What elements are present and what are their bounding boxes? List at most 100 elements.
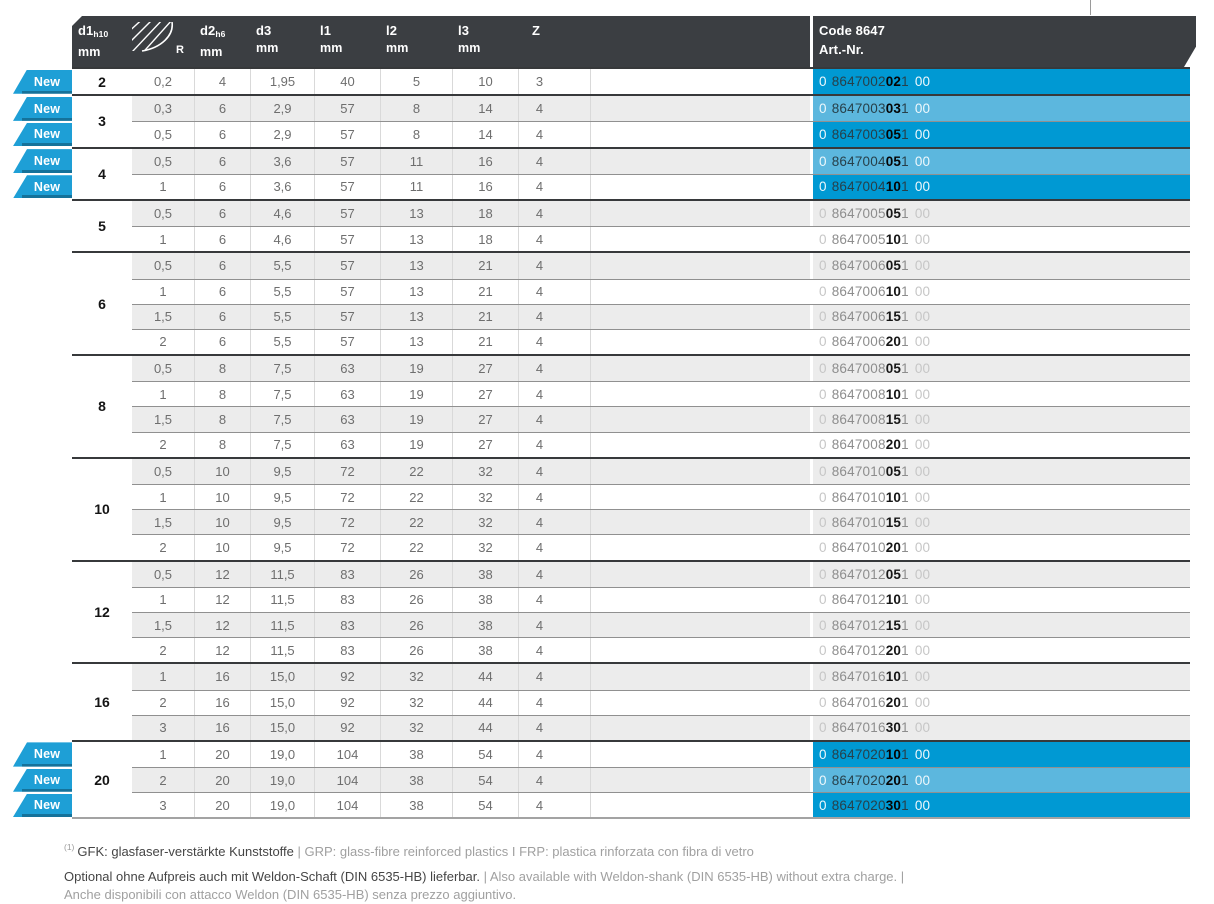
column-gutter [810,304,813,329]
cell-z: 4 [518,304,590,329]
table-row: 1,5 8 7,5 63 19 27 4 0 8647008 15 1 00 [132,406,1190,432]
cell-l2: 5 [380,69,452,95]
article-number-segment: 00 [914,412,931,428]
article-number-segment: 30 [885,720,902,736]
cell-z: 4 [518,741,590,768]
new-badge-label: New [33,154,61,169]
cell-l3: 21 [452,253,518,279]
article-number-segment: 0 [819,437,827,453]
cell-z: 4 [518,200,590,227]
article-number-segment: 0 [819,101,827,117]
cell-l1: 57 [314,304,380,329]
cell-l3: 32 [452,510,518,535]
article-number-segment: 00 [914,489,931,505]
cell-radius: 0,5 [153,126,173,142]
cell-d2: 8 [194,432,250,457]
header-cell-d3: d3 mm [256,23,279,55]
column-gutter [810,382,813,407]
cell-d3: 3,6 [250,148,314,174]
article-number-segment: 0 [819,489,827,505]
new-badge: New [13,149,72,174]
article-number-segment: 00 [914,309,931,325]
cell-radius: 1 [159,284,167,300]
cell-l1: 92 [314,664,380,690]
cell-l1: 57 [314,96,380,122]
new-badge-label: New [33,798,61,813]
article-number-segment: 8647006 [831,334,886,350]
article-number-segment: 8647005 [831,231,886,247]
cell-d3: 9,5 [250,535,314,560]
article-number: 0 8647012 15 1 00 [813,613,1190,637]
article-number-segment: 15 [885,617,902,633]
cell-radius: 1,5 [153,412,173,428]
column-gutter [810,279,813,304]
article-number-segment: 00 [914,334,931,350]
cell-l1: 83 [314,638,380,663]
cell-l1: 57 [314,200,380,227]
article-number-segment: 20 [885,334,902,350]
article-number-segment: 0 [819,153,827,169]
cell-d3: 2,9 [250,122,314,147]
footnote-text: | Also available with Weldon-shank (DIN … [479,869,905,884]
article-number-segment: 00 [914,206,931,222]
article-number: 0 8647005 10 1 00 [813,227,1190,251]
article-number-segment: 1 [901,101,909,117]
cell-d2: 8 [194,382,250,407]
article-number-segment: 1 [901,695,909,711]
column-gutter [810,510,813,535]
article-number-segment: 8647008 [831,386,886,402]
cell-d2: 10 [194,535,250,560]
table-row: 1 6 5,5 57 13 21 4 0 8647006 10 1 00 [132,278,1190,304]
group-rows: New 0,3 6 2,9 57 8 14 4 0 8647003 03 1 00 New 0,5 6 2,9 5… [13,96,1190,147]
article-number-segment: 05 [885,566,902,582]
cell-filler [590,510,810,535]
footnote-gfk: (1) GFK: glasfaser-verstärkte Kunststoffe… [64,838,1174,861]
cell-filler [590,485,810,510]
article-number-segment: 00 [914,153,931,169]
article-number-segment: 0 [819,334,827,350]
cell-radius: 1 [159,386,167,402]
column-gutter [810,793,813,818]
article-number-segment: 15 [885,309,902,325]
cell-filler [590,304,810,329]
article-number-segment: 15 [885,412,902,428]
cell-l1: 63 [314,407,380,432]
new-badge-label: New [33,127,61,142]
article-number-segment: 8647016 [831,669,886,685]
group-rows: New 1 20 19,0 104 38 54 4 0 8647020 10 1 00 New 2 20 19,… [13,741,1190,818]
column-gutter [810,485,813,510]
table-row: New 0,5 6 3,6 57 11 16 4 0 8647004 05 1 00 [13,148,1190,174]
new-badge-label: New [33,773,61,788]
cell-l3: 38 [452,587,518,612]
article-number: 0 8647010 10 1 00 [813,485,1190,509]
cell-d2: 6 [194,174,250,199]
cell-d2: 16 [194,690,250,715]
cell-l2: 11 [380,174,452,199]
article-number-segment: 8647012 [831,592,886,608]
cell-z: 4 [518,96,590,122]
d1-group-label: 10 [72,458,132,560]
cell-z: 4 [518,690,590,715]
cell-l2: 13 [380,227,452,252]
cell-l1: 83 [314,561,380,587]
size-group: 4 New 0,5 6 3,6 57 11 16 4 0 8647004 05 1 00 New 1 6 3,6 5… [13,146,1190,199]
article-number: 0 8647008 10 1 00 [813,382,1190,406]
table-row: 1 16 15,0 92 32 44 4 0 8647016 10 1 00 [132,664,1190,690]
article-number-segment: 10 [885,284,902,300]
header-cell-d1: d1h10 mm [78,24,108,59]
column-gutter [810,458,813,484]
cell-d2: 4 [194,69,250,95]
cell-l3: 16 [452,148,518,174]
cell-d3: 19,0 [250,793,314,818]
article-number: 0 8647010 15 1 00 [813,510,1190,534]
article-number-segment: 0 [819,514,827,530]
table-row: 0,5 6 5,5 57 13 21 4 0 8647006 05 1 00 [132,253,1190,279]
article-number-segment: 0 [819,642,827,658]
cell-l3: 27 [452,432,518,457]
new-badge: New [13,69,72,94]
cell-z: 4 [518,612,590,638]
article-number: 0 8647008 20 1 00 [813,433,1190,457]
article-number-segment: 00 [914,361,931,377]
cell-d3: 9,5 [250,458,314,484]
article-number-segment: 00 [914,592,931,608]
